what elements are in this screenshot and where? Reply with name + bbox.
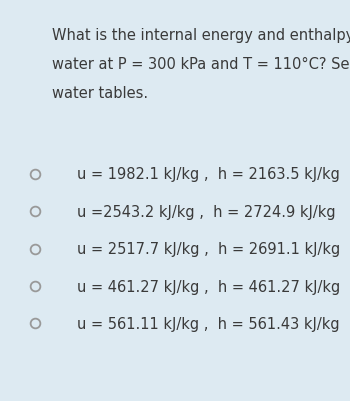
Text: What is the internal energy and enthalpy of: What is the internal energy and enthalpy… xyxy=(52,28,350,43)
Text: u = 561.11 kJ/kg ,  h = 561.43 kJ/kg: u = 561.11 kJ/kg , h = 561.43 kJ/kg xyxy=(77,316,340,331)
Text: water at P = 300 kPa and T = 110°C? See: water at P = 300 kPa and T = 110°C? See xyxy=(52,57,350,72)
Text: u =2543.2 kJ/kg ,  h = 2724.9 kJ/kg: u =2543.2 kJ/kg , h = 2724.9 kJ/kg xyxy=(77,204,336,219)
Text: u = 2517.7 kJ/kg ,  h = 2691.1 kJ/kg: u = 2517.7 kJ/kg , h = 2691.1 kJ/kg xyxy=(77,241,340,257)
Text: u = 461.27 kJ/kg ,  h = 461.27 kJ/kg: u = 461.27 kJ/kg , h = 461.27 kJ/kg xyxy=(77,279,340,294)
Text: u = 1982.1 kJ/kg ,  h = 2163.5 kJ/kg: u = 1982.1 kJ/kg , h = 2163.5 kJ/kg xyxy=(77,167,340,182)
Text: water tables.: water tables. xyxy=(52,86,149,101)
